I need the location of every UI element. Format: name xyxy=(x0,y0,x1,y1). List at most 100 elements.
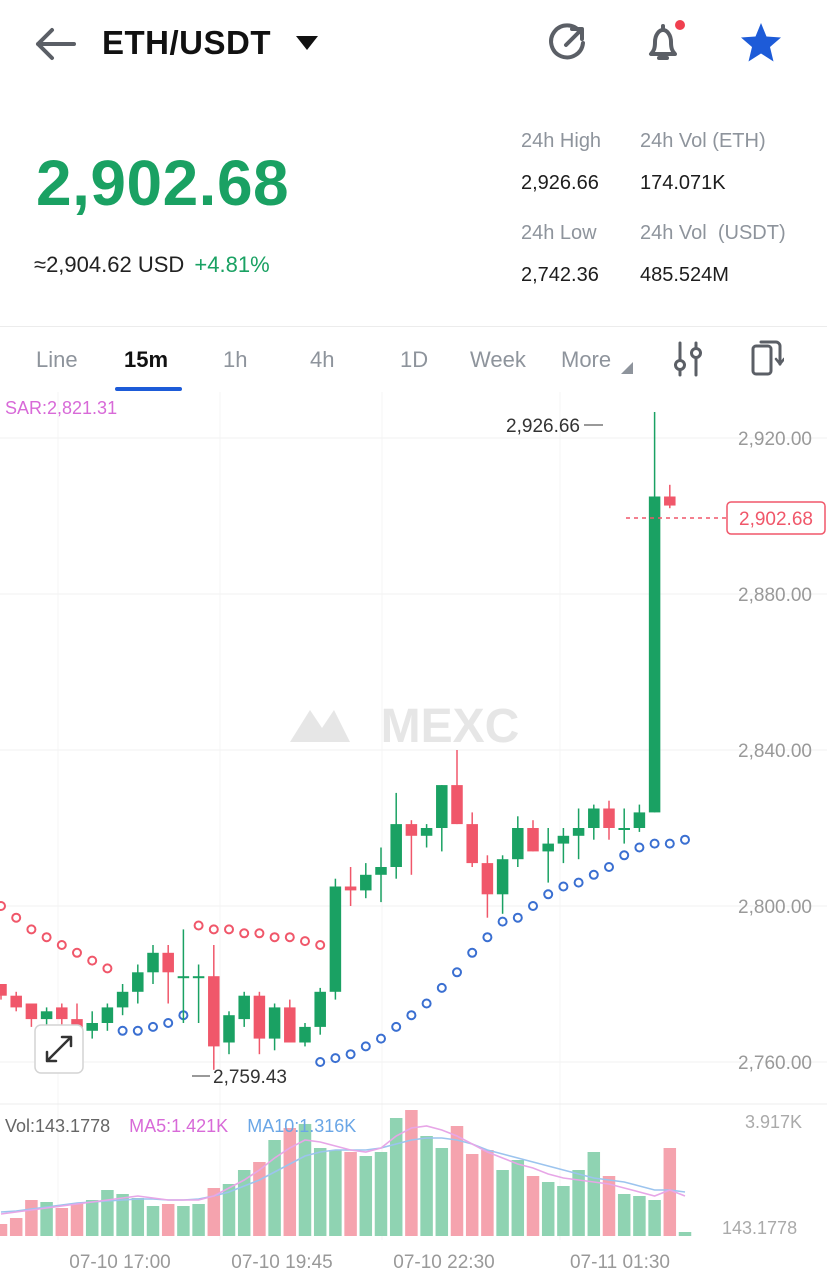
change-percent: +4.81% xyxy=(194,252,270,277)
last-price-line: 2,902.68 xyxy=(626,501,826,535)
candles xyxy=(0,412,676,1070)
candle-body xyxy=(132,972,144,992)
sar-dot xyxy=(163,1018,174,1028)
stat-24h-high-label: 24h High xyxy=(521,130,602,152)
volume-bar xyxy=(283,1128,297,1236)
candle-body xyxy=(664,496,676,506)
sar-dot xyxy=(102,963,113,974)
share-icon[interactable] xyxy=(544,20,590,66)
sar-dot xyxy=(543,889,554,900)
candle-body xyxy=(405,824,418,836)
sar-dot xyxy=(254,928,265,939)
sar-dot xyxy=(604,862,614,872)
sar-dot xyxy=(0,901,6,911)
volume-bar xyxy=(70,1204,84,1236)
volume-axis-current: 143.1778 xyxy=(722,1218,798,1238)
usd-equivalent: ≈2,904.62 USD +4.81% xyxy=(34,252,270,278)
stat-24h-high-value: 2,926.66 xyxy=(521,172,599,194)
rotate-screen-icon[interactable] xyxy=(750,338,784,378)
ma5-label: MA5:1.421K xyxy=(129,1116,229,1136)
candle-body xyxy=(451,785,463,825)
sar-dot xyxy=(360,1041,371,1052)
pair-title[interactable]: ETH/USDT xyxy=(102,24,271,61)
sar-dot xyxy=(376,1033,386,1044)
tab-1h[interactable]: 1h xyxy=(223,347,248,372)
sar-dot xyxy=(117,1025,128,1036)
volume-bar xyxy=(420,1136,433,1236)
sar-dot xyxy=(680,834,690,845)
expand-chart-icon[interactable] xyxy=(34,1024,84,1074)
volume-bar xyxy=(450,1126,464,1236)
candle-body xyxy=(238,995,250,1020)
mexc-watermark: MEXC xyxy=(381,700,520,753)
pair-dropdown-caret-icon[interactable] xyxy=(296,36,318,50)
indicator-settings-icon[interactable] xyxy=(672,340,704,378)
volume-bar xyxy=(572,1170,585,1236)
candle-body xyxy=(344,886,357,891)
sar-dot xyxy=(345,1049,356,1060)
sar-dot xyxy=(421,998,432,1009)
volume-bar xyxy=(389,1118,403,1236)
volume-bar xyxy=(602,1176,616,1236)
stat-24h-vol-usdt-label: 24h Vol (USDT) xyxy=(640,222,786,244)
mexc-logo-icon xyxy=(290,710,350,742)
last-price-tag: 2,902.68 xyxy=(739,509,813,530)
sar-dot xyxy=(56,940,67,950)
sar-dot xyxy=(11,912,22,923)
time-tick-label: 07-10 19:45 xyxy=(231,1252,332,1273)
candle-body xyxy=(299,1026,311,1043)
sar-dot xyxy=(26,924,37,935)
sar-dot xyxy=(497,916,508,927)
volume-bar xyxy=(9,1218,23,1236)
candle-body xyxy=(314,991,326,1027)
candle-body xyxy=(466,824,478,864)
volume-bar xyxy=(648,1200,661,1236)
volume-bar xyxy=(541,1182,555,1236)
volume-bar xyxy=(633,1196,646,1236)
volume-bar xyxy=(617,1194,631,1236)
candle-body xyxy=(527,828,539,852)
sar-dot xyxy=(619,850,630,861)
volume-axis-max: 3.917K xyxy=(745,1112,803,1132)
volume-bar xyxy=(222,1184,236,1236)
low-marker: 2,759.43 xyxy=(192,1067,287,1088)
candlestick-chart[interactable]: MEXC 2,920.00 2,880.00 2,840.00 2,800.00 2,7… xyxy=(0,392,827,1280)
volume-bar xyxy=(511,1160,525,1236)
tab-4h[interactable]: 4h xyxy=(310,347,335,372)
bell-icon[interactable] xyxy=(640,20,686,66)
volume-bar xyxy=(101,1190,114,1236)
tab-15m[interactable]: 15m xyxy=(124,347,169,372)
sar-blue-dots xyxy=(117,834,690,1067)
candle-body xyxy=(588,808,600,828)
candle-body xyxy=(0,984,7,996)
sar-dot xyxy=(512,912,523,923)
sar-dot xyxy=(391,1021,402,1032)
tab-1d[interactable]: 1D xyxy=(400,347,429,372)
candle-body xyxy=(648,496,661,813)
price-tick-label: 2,760.00 xyxy=(738,1053,812,1074)
sar-dot xyxy=(300,936,310,947)
tab-week[interactable]: Week xyxy=(470,347,526,372)
usd-equivalent-value: ≈2,904.62 xyxy=(34,252,132,277)
candle-body xyxy=(56,1007,68,1020)
sar-dot xyxy=(664,838,675,849)
stat-24h-low-value: 2,742.36 xyxy=(521,264,599,286)
high-marker: 2,926.66 xyxy=(506,416,603,437)
active-tab-indicator xyxy=(115,387,182,391)
volume-bar xyxy=(298,1124,312,1236)
low-marker-label: 2,759.43 xyxy=(213,1067,287,1088)
sar-dot xyxy=(558,881,569,892)
sar-dot xyxy=(315,940,326,950)
tab-line[interactable]: Line xyxy=(36,347,78,372)
sar-dot xyxy=(41,932,52,943)
candle-body xyxy=(329,886,342,992)
back-arrow-icon[interactable] xyxy=(30,24,80,64)
price-axis: 2,920.00 2,880.00 2,840.00 2,800.00 2,760.00 xyxy=(738,429,812,1074)
candle-body xyxy=(572,828,585,836)
tab-more[interactable]: More xyxy=(561,347,612,372)
sar-dot xyxy=(482,932,493,943)
volume-legend: Vol:143.1778 MA5:1.421K MA10:1.316K xyxy=(5,1116,370,1137)
star-icon[interactable] xyxy=(738,20,784,66)
time-tick-label: 07-10 17:00 xyxy=(69,1252,170,1273)
volume-bar xyxy=(678,1232,692,1236)
